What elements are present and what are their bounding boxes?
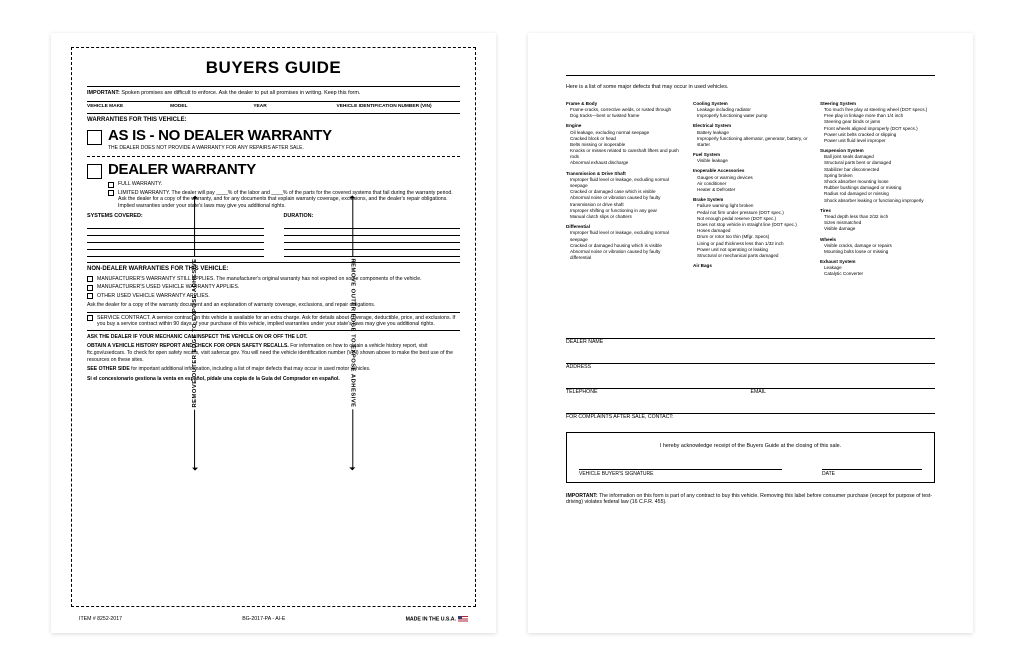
signature-label: VEHICLE BUYER'S SIGNATURE xyxy=(579,469,782,477)
vehicle-fields: VEHICLE MAKE MODEL YEAR VEHICLE IDENTIFI… xyxy=(87,104,460,111)
page-title: BUYERS GUIDE xyxy=(87,57,460,78)
defects-col-3: Steering SystemToo much free play at ste… xyxy=(820,101,935,282)
dealer-warranty-checkbox[interactable] xyxy=(87,164,102,179)
limited-warranty-row: LIMITED WARRANTY. The dealer will pay __… xyxy=(108,190,460,210)
duration-label: DURATION: xyxy=(284,213,461,220)
made-in-usa: MADE IN THE U.S.A. xyxy=(406,616,468,623)
full-warranty-checkbox[interactable] xyxy=(108,182,114,188)
dealer-info-fields: DEALER NAME ADDRESS TELEPHONEEMAIL FOR C… xyxy=(566,326,935,414)
footer-row: ITEM # 8252-2017 BG-2017-PA - AI-E MADE … xyxy=(79,616,468,623)
acknowledgment-box: I hereby acknowledge receipt of the Buye… xyxy=(566,432,935,483)
as-is-subtext: THE DEALER DOES NOT PROVIDE A WARRANTY F… xyxy=(108,145,332,151)
form-number: BG-2017-PA - AI-E xyxy=(242,616,285,623)
usa-flag-icon xyxy=(458,616,468,622)
defects-col-1: Frame & BodyFrame-cracks, corrective wel… xyxy=(566,101,681,282)
buyers-guide-back: Here is a list of some major defects tha… xyxy=(528,33,973,633)
service-contract-checkbox[interactable] xyxy=(87,315,93,321)
item-number: ITEM # 8252-2017 xyxy=(79,616,122,623)
limited-warranty-checkbox[interactable] xyxy=(108,190,114,196)
back-important: IMPORTANT: The information on this form … xyxy=(566,493,935,507)
non-dealer-label: NON-DEALER WARRANTIES FOR THIS VEHICLE: xyxy=(87,266,460,274)
side-label-right: REMOVE OUTER EDGE TO EXPOSE ADHESIVE xyxy=(348,196,355,469)
dealer-warranty-row: DEALER WARRANTY xyxy=(87,162,460,179)
warranties-label: WARRANTIES FOR THIS VEHICLE: xyxy=(87,117,460,125)
as-is-row: AS IS - NO DEALER WARRANTY THE DEALER DO… xyxy=(87,128,460,151)
nd3-checkbox[interactable] xyxy=(87,293,93,299)
buyers-guide-front: REMOVE OUTER EDGE TO EXPOSE ADHESIVE REM… xyxy=(51,33,496,633)
spanish-line: Si el concesionario gestiona la venta en… xyxy=(87,376,460,383)
side-label-left: REMOVE OUTER EDGE TO EXPOSE ADHESIVE xyxy=(192,196,199,469)
nd-ask-text: Ask the dealer for a copy of the warrant… xyxy=(87,302,460,309)
important-line: IMPORTANT: Spoken promises are difficult… xyxy=(87,90,460,97)
history-para: OBTAIN A VEHICLE HISTORY REPORT AND CHEC… xyxy=(87,343,460,363)
defects-col-2: Cooling SystemLeakage including radiator… xyxy=(693,101,808,282)
defects-columns: Frame & BodyFrame-cracks, corrective wel… xyxy=(566,101,935,282)
see-other-para: SEE OTHER SIDE for important additional … xyxy=(87,366,460,373)
nd1-checkbox[interactable] xyxy=(87,276,93,282)
acknowledgment-text: I hereby acknowledge receipt of the Buye… xyxy=(579,443,922,450)
dealer-warranty-heading: DEALER WARRANTY xyxy=(108,162,256,178)
defects-intro: Here is a list of some major defects tha… xyxy=(566,84,935,91)
nd2-checkbox[interactable] xyxy=(87,285,93,291)
full-warranty-row: FULL WARRANTY. xyxy=(108,181,460,188)
date-label: DATE xyxy=(822,469,922,477)
as-is-heading: AS IS - NO DEALER WARRANTY xyxy=(108,128,332,144)
as-is-checkbox[interactable] xyxy=(87,130,102,145)
systems-covered-label: SYSTEMS COVERED: xyxy=(87,213,264,220)
mechanic-line: ASK THE DEALER IF YOUR MECHANIC CAN INSP… xyxy=(87,334,460,341)
